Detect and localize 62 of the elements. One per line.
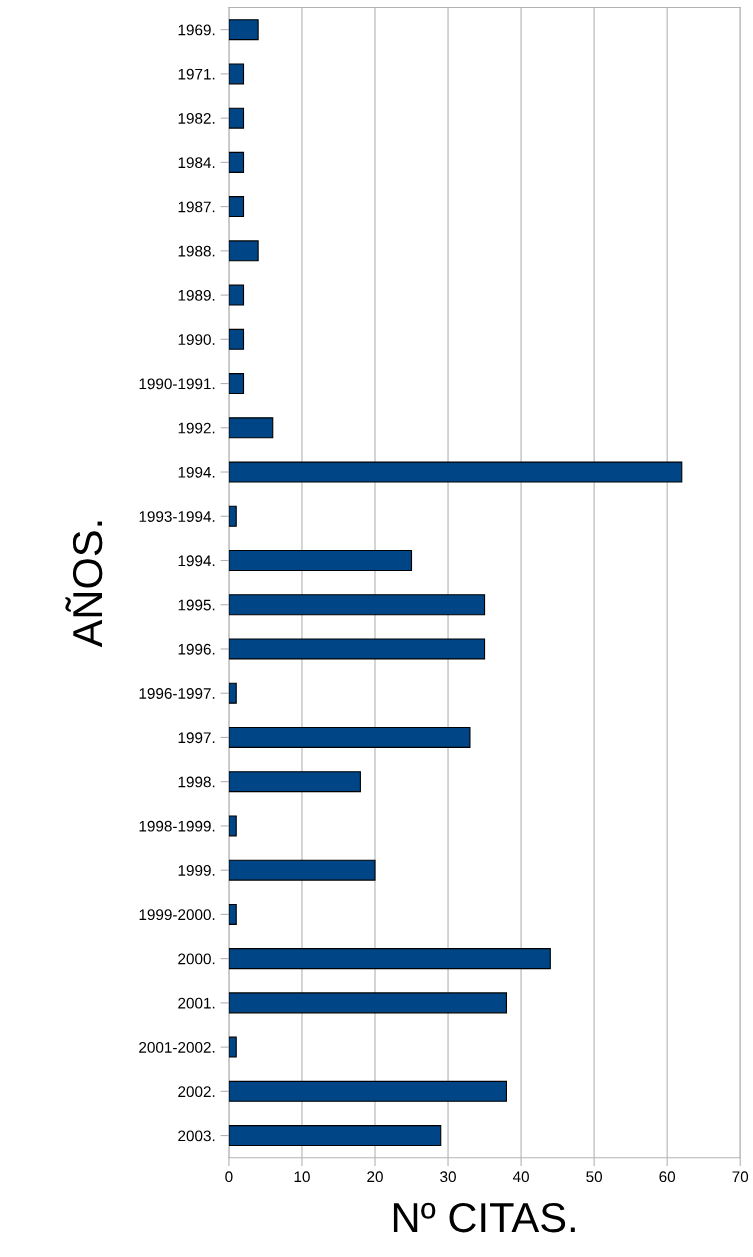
y-tick-label: 2000.	[178, 953, 215, 965]
x-tick-label: 20	[367, 1171, 383, 1183]
y-tick-label: 2001.	[178, 997, 215, 1009]
bar	[228, 19, 259, 41]
y-tick-label: 1993-1994.	[139, 511, 215, 522]
bar	[228, 284, 245, 306]
bar	[228, 63, 245, 85]
y-tick-label: 2003.	[178, 1130, 215, 1142]
y-tick-label: 2002.	[178, 1086, 215, 1098]
y-tick-label: 1990-1991.	[139, 378, 215, 390]
bar	[228, 196, 245, 218]
y-tick-label: 1998-1999.	[139, 820, 215, 832]
bar	[228, 903, 237, 925]
y-tick-label: 1971.	[178, 68, 215, 80]
bar	[228, 461, 683, 483]
bar	[228, 549, 413, 572]
bar	[228, 1125, 442, 1147]
y-tick-label: 1999.	[178, 865, 215, 876]
bar	[228, 328, 245, 350]
bar	[228, 992, 508, 1014]
bar	[228, 151, 245, 173]
bar	[228, 948, 551, 970]
y-tick-label: 1998.	[178, 776, 215, 788]
y-tick-label: 1989.	[178, 289, 215, 301]
y-tick-label: 1984.	[178, 157, 215, 169]
x-tick-label: 0	[225, 1171, 233, 1183]
x-tick-label: 70	[732, 1171, 749, 1183]
y-tick-label: 1990.	[178, 334, 215, 345]
bar	[228, 1080, 508, 1102]
y-tick-label: 1997.	[178, 732, 215, 744]
y-tick-label: 1988.	[178, 245, 215, 257]
y-tick-label: 1987.	[178, 201, 215, 213]
bar	[228, 682, 237, 704]
y-tick-label: 1999-2000.	[139, 909, 215, 921]
y-tick-label: 1994.	[178, 555, 215, 567]
y-tick-label: 1996-1997.	[139, 688, 215, 699]
x-tick-label: 60	[659, 1171, 676, 1183]
bar	[228, 417, 274, 439]
y-tick-label: 1995.	[178, 599, 215, 611]
x-tick-label: 30	[440, 1171, 456, 1183]
bar	[228, 1036, 237, 1058]
bar	[228, 859, 376, 881]
y-tick-label: 1992.	[178, 422, 215, 434]
bar	[228, 505, 237, 527]
x-tick-label: 50	[586, 1171, 603, 1183]
x-axis-title: Nº CITAS.	[393, 1202, 575, 1233]
bar	[228, 107, 245, 129]
y-tick-label: 2001-2002.	[139, 1041, 215, 1053]
bar	[228, 726, 471, 748]
x-tick-label: 40	[512, 1171, 529, 1183]
y-axis-title: AÑOS.	[65, 521, 103, 648]
bar	[228, 240, 259, 262]
bar	[228, 373, 245, 395]
bar	[228, 815, 237, 837]
y-tick-label: 1996.	[178, 643, 215, 655]
bar	[228, 638, 486, 660]
x-tick-label: 10	[294, 1171, 310, 1183]
y-tick-label: 1994.	[178, 466, 215, 478]
bar	[228, 594, 486, 616]
bar	[228, 771, 361, 793]
y-tick-label: 1969.	[178, 24, 215, 36]
y-tick-label: 1982.	[178, 113, 215, 124]
